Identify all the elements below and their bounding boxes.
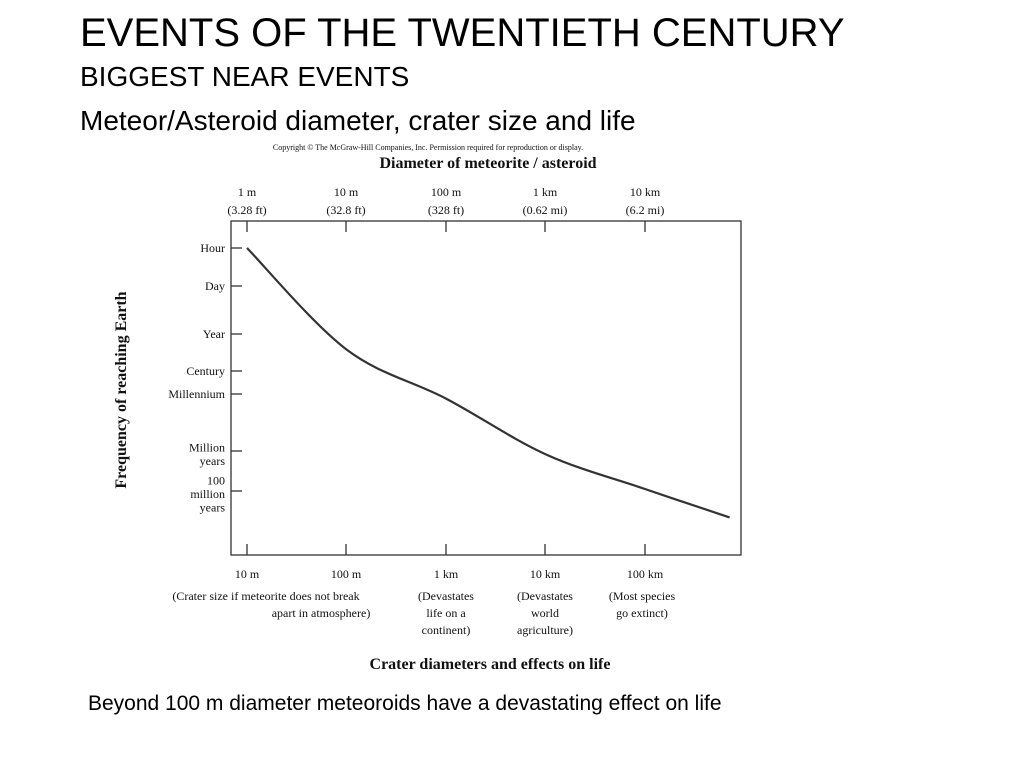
top-axis-tick-sublabel: (6.2 mi) [626, 203, 665, 217]
y-axis-tick-label: Day [205, 279, 225, 293]
slide-title: EVENTS OF THE TWENTIETH CENTURY [80, 11, 845, 55]
bottom-axis-tick-label: 10 m [235, 567, 260, 581]
y-axis-label: Frequency of reaching Earth [113, 291, 130, 488]
chart-layer: 1 m (3.28 ft) 10 m (32.8 ft) 100 m (328 ft) 1 … [168, 185, 730, 637]
bottom-axis-label: Crater diameters and effects on life [370, 656, 611, 673]
bottom-axis-note: life on a [426, 606, 466, 620]
bottom-axis-tick-label: 10 km [530, 567, 561, 581]
top-axis-tick-sublabel: (3.28 ft) [227, 203, 266, 217]
y-axis-tick-label: Year [203, 327, 225, 341]
copyright-notice: Copyright © The McGraw-Hill Companies, I… [273, 143, 583, 152]
top-axis-tick-sublabel: (32.8 ft) [326, 203, 365, 217]
y-axis-tick-label: million [190, 487, 225, 501]
y-axis-tick-label: Century [186, 364, 225, 378]
bottom-axis-tick-label: 1 km [434, 567, 459, 581]
bottom-axis-note: (Most species [609, 589, 676, 603]
bottom-axis-note: world [531, 606, 559, 620]
bottom-axis-note: apart in atmosphere) [272, 606, 371, 620]
top-axis-tick-label: 10 m [334, 185, 359, 199]
slide-description: Meteor/Asteroid diameter, crater size an… [80, 105, 636, 136]
bottom-axis-tick-label: 100 m [331, 567, 362, 581]
bottom-axis-note: (Devastates [517, 589, 573, 603]
top-axis-tick-label: 1 km [533, 185, 558, 199]
bottom-axis-note: continent) [422, 623, 471, 637]
bottom-axis-note: (Devastates [418, 589, 474, 603]
y-axis-tick-label: Million [189, 440, 225, 454]
top-axis-tick-label: 10 km [630, 185, 661, 199]
y-axis-tick-label: Hour [200, 241, 225, 255]
bottom-axis-tick-label: 100 km [627, 567, 664, 581]
bottom-axis-note: (Crater size if meteorite does not break [172, 589, 359, 603]
top-axis-label: Diameter of meteorite / asteroid [379, 155, 596, 172]
bottom-axis-note: agriculture) [517, 623, 573, 637]
y-axis-tick-label: years [200, 454, 226, 468]
top-axis-tick-sublabel: (0.62 mi) [523, 203, 568, 217]
top-axis-tick-sublabel: (328 ft) [428, 203, 464, 217]
plot-frame [230, 220, 742, 556]
y-axis-tick-label: Millennium [168, 387, 225, 401]
slide-caption: Beyond 100 m diameter meteoroids have a … [88, 692, 722, 715]
top-axis-tick-label: 100 m [431, 185, 462, 199]
y-axis-tick-label: 100 [207, 474, 225, 488]
y-axis-tick-label: years [200, 501, 226, 515]
top-axis-tick-label: 1 m [238, 185, 257, 199]
frequency-curve [246, 247, 730, 519]
slide-subtitle: BIGGEST NEAR EVENTS [80, 61, 410, 92]
bottom-axis-note: go extinct) [616, 606, 668, 620]
